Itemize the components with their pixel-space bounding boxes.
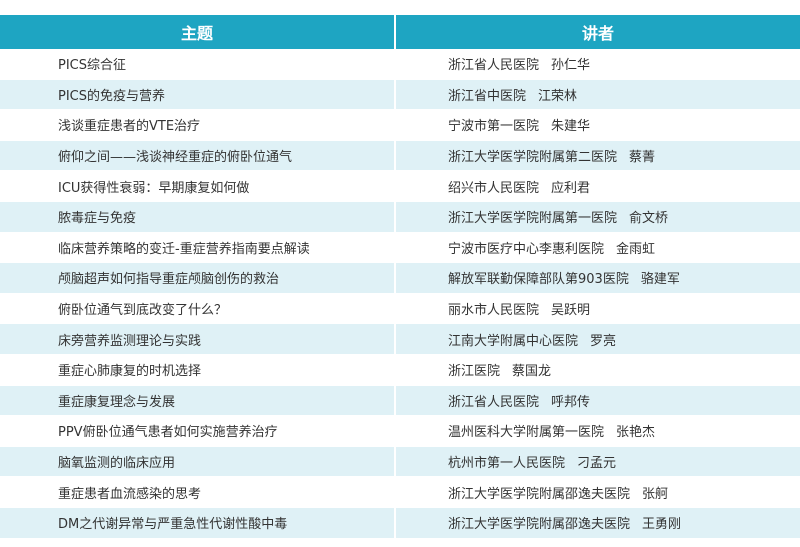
table-row: 脑氧监测的临床应用 杭州市第一人民医院 刁孟元 xyxy=(0,446,800,478)
speaker-cell: 浙江大学医学院附属邵逸夫医院 张舸 xyxy=(395,476,800,508)
topic-cell: 重症心肺康复的时机选择 xyxy=(0,354,396,386)
speaker-cell: 浙江省中医院 江荣林 xyxy=(395,79,800,111)
table-row: 临床营养策略的变迁-重症营养指南要点解读 宁波市医疗中心李惠利医院 金雨虹 xyxy=(0,232,800,264)
schedule-table: 主题 讲者 PICS综合征 浙江省人民医院 孙仁华 PICS的免疫与营养 浙江省中医院江… xyxy=(0,15,800,539)
table-row: 俯仰之间——浅谈神经重症的俯卧位通气 浙江大学医学院附属第二医院 蔡菁 xyxy=(0,140,800,172)
topic-cell: PPV俯卧位通气患者如何实施营养治疗 xyxy=(0,415,396,447)
topic-cell: 颅脑超声如何指导重症颅脑创伤的救治 xyxy=(0,262,396,294)
header-topic: 主题 xyxy=(0,15,396,49)
table-row: PPV俯卧位通气患者如何实施营养治疗 温州医科大学附属第一医院 张艳杰 xyxy=(0,415,800,447)
table-row: 重症康复理念与发展 浙江省人民医院 呼邦传 xyxy=(0,385,800,417)
speaker-name: 张艳杰 xyxy=(616,425,656,441)
speaker-cell: 宁波市医疗中心李惠利医院 金雨虹 xyxy=(395,232,800,264)
speaker-cell: 宁波市第一医院 朱建华 xyxy=(395,109,800,141)
table-row: 床旁营养监测理论与实践 江南大学附属中心医院 罗亮 xyxy=(0,323,800,355)
speaker-hospital: 解放军联勤保障部队第903医院 xyxy=(448,272,629,288)
speaker-name: 蔡菁 xyxy=(629,150,656,166)
table-body: PICS综合征 浙江省人民医院 孙仁华 PICS的免疫与营养 浙江省中医院 江荣林 浅谈重症… xyxy=(0,49,800,539)
speaker-name: 孙仁华 xyxy=(551,58,591,74)
topic-cell: 俯卧位通气到底改变了什么？ xyxy=(0,293,396,325)
speaker-hospital: 温州医科大学附属第一医院 xyxy=(448,425,605,441)
speaker-cell: 浙江大学医学院附属第二医院 蔡菁 xyxy=(395,140,800,172)
speaker-hospital: 宁波市医疗中心李惠利医院 xyxy=(448,241,605,257)
speaker-cell: 浙江医院 蔡国龙 xyxy=(395,354,800,386)
topic-cell: 脓毒症与免疫 xyxy=(0,201,396,233)
table-row: 浅谈重症患者的VTE治疗 宁波市第一医院 朱建华 xyxy=(0,109,800,141)
speaker-hospital: 浙江大学医学院附属第二医院 xyxy=(448,150,618,166)
speaker-cell: 温州医科大学附属第一医院 张艳杰 xyxy=(395,415,800,447)
speaker-name: 吴跃明 xyxy=(551,303,591,319)
speaker-hospital: 浙江大学医学院附属邵逸夫医院 xyxy=(448,486,631,502)
speaker-name: 刁孟元 xyxy=(577,456,617,472)
speaker-cell: 江南大学附属中心医院 罗亮 xyxy=(395,323,800,355)
table-row: 颅脑超声如何指导重症颅脑创伤的救治 解放军联勤保障部队第903医院 骆建军 xyxy=(0,262,800,294)
speaker-hospital: 浙江省人民医院 xyxy=(448,58,540,74)
topic-cell: 重症康复理念与发展 xyxy=(0,385,396,417)
header-speaker: 讲者 xyxy=(395,15,800,49)
topic-cell: 脑氧监测的临床应用 xyxy=(0,446,396,478)
header-row: 主题 讲者 xyxy=(0,15,800,49)
speaker-cell: 绍兴市人民医院 应利君 xyxy=(395,170,800,202)
speaker-name: 江荣林 xyxy=(538,88,578,104)
speaker-name: 罗亮 xyxy=(590,333,617,349)
speaker-hospital: 浙江大学医学院附属邵逸夫医院 xyxy=(448,517,631,533)
table-header: 主题 讲者 xyxy=(0,15,800,49)
speaker-name: 金雨虹 xyxy=(616,241,656,257)
table-row: 俯卧位通气到底改变了什么？ 丽水市人民医院 吴跃明 xyxy=(0,293,800,325)
speaker-cell: 丽水市人民医院 吴跃明 xyxy=(395,293,800,325)
speaker-cell: 浙江大学医学院附属第一医院 俞文桥 xyxy=(395,201,800,233)
topic-cell: 临床营养策略的变迁-重症营养指南要点解读 xyxy=(0,232,396,264)
speaker-cell: 浙江大学医学院附属邵逸夫医院 王勇刚 xyxy=(395,507,800,539)
topic-cell: 浅谈重症患者的VTE治疗 xyxy=(0,109,396,141)
speaker-hospital: 浙江省人民医院 xyxy=(448,394,540,410)
speaker-name: 王勇刚 xyxy=(642,517,682,533)
schedule-table-container: 主题 讲者 PICS综合征 浙江省人民医院 孙仁华 PICS的免疫与营养 浙江省中医院江… xyxy=(0,15,800,539)
speaker-hospital: 浙江省中医院 xyxy=(448,88,527,104)
table-row: ICU获得性衰弱：早期康复如何做 绍兴市人民医院 应利君 xyxy=(0,170,800,202)
speaker-cell: 解放军联勤保障部队第903医院 骆建军 xyxy=(395,262,800,294)
table-row: DM之代谢异常与严重急性代谢性酸中毒 浙江大学医学院附属邵逸夫医院 王勇刚 xyxy=(0,507,800,539)
speaker-hospital: 绍兴市人民医院 xyxy=(448,180,540,196)
speaker-hospital: 杭州市第一人民医院 xyxy=(448,456,566,472)
speaker-name: 朱建华 xyxy=(551,119,591,135)
speaker-cell: 浙江省人民医院 孙仁华 xyxy=(395,49,800,80)
speaker-name: 俞文桥 xyxy=(629,211,669,227)
speaker-hospital: 丽水市人民医院 xyxy=(448,303,540,319)
speaker-name: 蔡国龙 xyxy=(512,364,552,380)
table-row: 重症心肺康复的时机选择 浙江医院 蔡国龙 xyxy=(0,354,800,386)
topic-cell: 床旁营养监测理论与实践 xyxy=(0,323,396,355)
speaker-name: 骆建军 xyxy=(640,272,680,288)
table-row: 脓毒症与免疫 浙江大学医学院附属第一医院 俞文桥 xyxy=(0,201,800,233)
topic-cell: DM之代谢异常与严重急性代谢性酸中毒 xyxy=(0,507,396,539)
speaker-name: 张舸 xyxy=(642,486,669,502)
table-row: PICS综合征 浙江省人民医院 孙仁华 xyxy=(0,49,800,80)
speaker-hospital: 宁波市第一医院 xyxy=(448,119,540,135)
table-row: 重症患者血流感染的思考 浙江大学医学院附属邵逸夫医院 张舸 xyxy=(0,476,800,508)
speaker-hospital: 浙江医院 xyxy=(448,364,501,380)
speaker-cell: 杭州市第一人民医院 刁孟元 xyxy=(395,446,800,478)
table-row: PICS的免疫与营养 浙江省中医院 江荣林 xyxy=(0,79,800,111)
speaker-hospital: 江南大学附属中心医院 xyxy=(448,333,579,349)
speaker-hospital: 浙江大学医学院附属第一医院 xyxy=(448,211,618,227)
topic-cell: 俯仰之间——浅谈神经重症的俯卧位通气 xyxy=(0,140,396,172)
topic-cell: PICS综合征 xyxy=(0,49,396,80)
speaker-cell: 浙江省人民医院 呼邦传 xyxy=(395,385,800,417)
speaker-name: 应利君 xyxy=(551,180,591,196)
topic-cell: 重症患者血流感染的思考 xyxy=(0,476,396,508)
topic-cell: ICU获得性衰弱：早期康复如何做 xyxy=(0,170,396,202)
speaker-name: 呼邦传 xyxy=(551,394,591,410)
topic-cell: PICS的免疫与营养 xyxy=(0,79,396,111)
